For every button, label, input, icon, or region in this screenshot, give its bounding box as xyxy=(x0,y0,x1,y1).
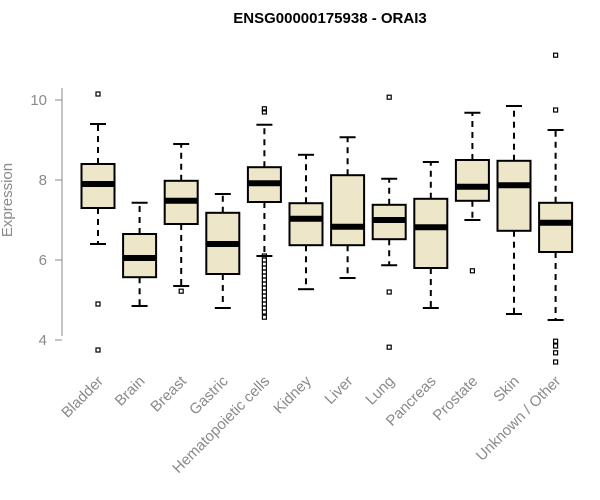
box-group xyxy=(454,111,490,274)
outlier-point xyxy=(261,277,267,283)
x-tick-label: Bladder xyxy=(58,373,107,422)
box-group xyxy=(80,91,116,353)
outlier-point xyxy=(261,273,267,279)
box-iqr xyxy=(496,159,532,232)
y-tick-label: 8 xyxy=(39,172,47,189)
y-tick-label: 10 xyxy=(30,92,47,109)
outlier-point xyxy=(95,301,101,307)
outlier-point xyxy=(386,289,392,295)
chart-title: ENSG00000175938 - ORAI3 xyxy=(233,10,426,27)
outlier-point xyxy=(261,261,267,267)
outlier-point xyxy=(261,265,267,271)
box-group xyxy=(246,106,282,320)
box-group xyxy=(288,153,324,291)
box-group xyxy=(371,94,407,350)
outlier-point xyxy=(261,257,267,263)
outlier-point xyxy=(261,285,267,291)
x-tick-label: Kidney xyxy=(270,372,315,417)
y-tick-label: 6 xyxy=(39,252,47,269)
y-axis-ticks: 4 6 8 10 xyxy=(30,92,62,349)
outlier-point xyxy=(261,269,267,275)
box-group xyxy=(122,201,158,307)
outlier-point xyxy=(552,350,559,356)
box-iqr xyxy=(330,174,366,247)
box-group xyxy=(205,193,241,309)
outlier-point xyxy=(552,52,559,58)
x-tick-label: Lung xyxy=(362,373,398,409)
x-tick-label: Liver xyxy=(321,373,356,408)
y-axis-label: Expression xyxy=(0,163,16,237)
outlier-point xyxy=(261,309,267,315)
outlier-point xyxy=(469,268,475,274)
outlier-point xyxy=(95,91,101,97)
box-iqr xyxy=(538,201,574,254)
x-tick-label: Skin xyxy=(490,373,523,406)
outlier-point xyxy=(552,343,559,349)
outlier-point xyxy=(386,344,392,350)
x-tick-label: Brain xyxy=(112,373,149,410)
outlier-point xyxy=(261,109,267,115)
outlier-point xyxy=(261,297,267,303)
outlier-point xyxy=(261,281,267,287)
box-group xyxy=(496,105,532,315)
outlier-point xyxy=(552,338,559,344)
box-iqr xyxy=(454,159,490,202)
outlier-point xyxy=(261,305,267,311)
outlier-point xyxy=(261,106,267,112)
box-group xyxy=(330,136,366,279)
box-series xyxy=(80,52,574,365)
outlier-point xyxy=(178,288,184,294)
x-tick-label: Breast xyxy=(147,372,190,415)
y-tick-label: 4 xyxy=(39,332,47,349)
box-iqr xyxy=(288,202,324,247)
outlier-point xyxy=(386,94,392,100)
outlier-point xyxy=(261,289,267,295)
outlier-point xyxy=(261,301,267,307)
x-tick-label: Prostate xyxy=(430,373,482,425)
outlier-point xyxy=(261,293,267,299)
outlier-point xyxy=(95,347,101,353)
box-iqr xyxy=(413,197,449,269)
box-group xyxy=(163,143,199,294)
box-group xyxy=(413,161,449,309)
outlier-point xyxy=(552,359,559,365)
outlier-point xyxy=(552,107,559,113)
box-group xyxy=(538,52,574,365)
outlier-point xyxy=(261,314,267,320)
